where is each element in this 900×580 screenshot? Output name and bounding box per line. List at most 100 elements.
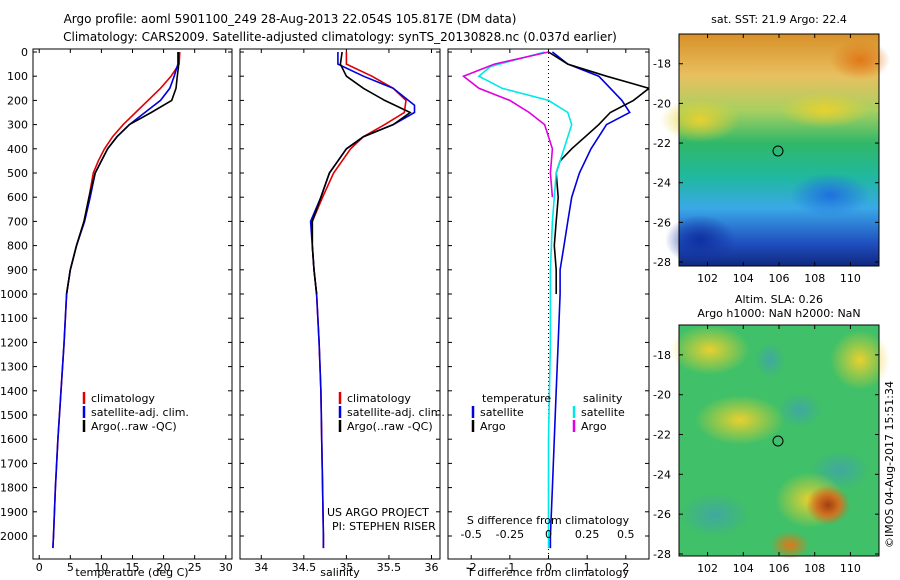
x-tick-label: 2 xyxy=(622,561,629,574)
depth-tick-label: 1700 xyxy=(0,457,28,470)
sla-map-title-line2: Argo h1000: NaN h2000: NaN xyxy=(697,307,860,320)
lon-tick-label: 106 xyxy=(769,272,790,285)
depth-tick-label: 1400 xyxy=(0,385,28,398)
salinity-legend: climatology satellite-adj. clim. Argo(..… xyxy=(338,392,445,433)
depth-axis: 0 100 200 300 400 500 600 700 800 900 1000 1100 1200… xyxy=(0,46,28,543)
legend-label-s-satellite: satellite xyxy=(581,406,625,419)
lat-tick-label: -22 xyxy=(653,137,671,150)
depth-tick-label: 1500 xyxy=(0,409,28,422)
sst-cool-patch xyxy=(665,215,735,265)
legend-label-t-argo: Argo xyxy=(480,420,506,433)
depth-tick-label: 1000 xyxy=(0,288,28,301)
salinity-series xyxy=(309,51,416,549)
depth-tick-label: 400 xyxy=(7,143,28,156)
depth-tick-label: 2000 xyxy=(0,530,28,543)
x-tick-label: 36 xyxy=(424,561,438,574)
series-line-temperature-argo xyxy=(548,51,649,294)
series-line-satellite-adj-clim- xyxy=(309,52,416,549)
lon-tick-label: 108 xyxy=(804,562,825,575)
x-tick-label: 5 xyxy=(67,561,74,574)
x-tick-label: -2 xyxy=(466,561,477,574)
series-line-argo-raw-qc- xyxy=(311,51,412,295)
lat-tick-label: -26 xyxy=(653,216,671,229)
x-tick-label: 15 xyxy=(126,561,140,574)
s-diff-tick-label: 0.25 xyxy=(575,528,600,541)
series-line-salinity-satellite xyxy=(477,51,573,549)
lat-tick-label: -20 xyxy=(653,97,671,110)
depth-tick-label: 1100 xyxy=(0,312,28,325)
x-tick-label: 30 xyxy=(219,561,233,574)
lon-tick-label: 104 xyxy=(733,562,754,575)
lon-tick-label: 106 xyxy=(769,562,790,575)
x-tick-label: 34 xyxy=(254,561,268,574)
sst-warm-patch xyxy=(780,92,870,128)
series-line-climatology xyxy=(52,51,181,549)
difference-xlabel: T difference from climatology xyxy=(466,566,629,579)
credit-pi: PI: STEPHEN RISER xyxy=(332,520,436,533)
temperature-legend: climatology satellite-adj. clim. Argo(..… xyxy=(82,392,189,433)
legend-heading-salinity: salinity xyxy=(583,392,623,405)
legend-label-satellite: satellite-adj. clim. xyxy=(347,406,445,419)
legend-label-argo: Argo(..raw -QC) xyxy=(91,420,177,433)
sst-cool-patch xyxy=(790,173,870,217)
lat-tick-label: -18 xyxy=(653,349,671,362)
difference-series xyxy=(461,51,649,549)
depth-tick-label: 900 xyxy=(7,264,28,277)
depth-tick-label: 200 xyxy=(7,94,28,107)
depth-tick-label: 1800 xyxy=(0,482,28,495)
depth-tick-label: 500 xyxy=(7,167,28,180)
series-line-salinity-argo xyxy=(461,51,554,198)
s-diff-tick-label: 0 xyxy=(545,528,552,541)
lon-tick-label: 110 xyxy=(840,562,861,575)
sla-map-axes: -18 -20 -22 -24 -26 -28 102 104 106 108 110 xyxy=(653,325,879,575)
sla-peak-patch xyxy=(806,485,850,525)
sla-high-patch xyxy=(670,325,750,375)
argo-location-marker xyxy=(772,145,784,157)
difference-legend: temperature salinity satellite Argo sate… xyxy=(471,392,625,433)
x-tick-label: -1 xyxy=(504,561,515,574)
legend-label-s-argo: Argo xyxy=(581,420,607,433)
lat-tick-label: -24 xyxy=(653,177,671,190)
x-tick-label: 1 xyxy=(584,561,591,574)
sla-map-title-line1: Altim. SLA: 0.26 xyxy=(735,293,823,306)
lat-tick-label: -18 xyxy=(653,58,671,71)
sla-high-patch xyxy=(830,330,890,390)
legend-label-t-satellite: satellite xyxy=(480,406,524,419)
series-line-argo-raw-qc- xyxy=(65,52,180,295)
lon-tick-label: 108 xyxy=(804,272,825,285)
lat-tick-label: -26 xyxy=(653,508,671,521)
legend-label-argo: Argo(..raw -QC) xyxy=(347,420,433,433)
depth-tick-label: 1300 xyxy=(0,361,28,374)
legend-label-satellite: satellite-adj. clim. xyxy=(91,406,189,419)
imos-timestamp: ©IMOS 04-Aug-2017 15:51:34 xyxy=(883,381,896,548)
legend-label-climatology: climatology xyxy=(347,392,411,405)
sla-low-patch xyxy=(778,392,822,428)
depth-tick-label: 0 xyxy=(21,46,28,59)
s-diff-tick-label: 0.5 xyxy=(617,528,635,541)
legend-label-climatology: climatology xyxy=(91,392,155,405)
lat-tick-label: -28 xyxy=(653,548,671,561)
series-line-climatology xyxy=(311,52,407,549)
temperature-series xyxy=(52,51,181,549)
sst-warm-patch xyxy=(830,40,890,80)
s-difference-tick-labels: -0.5 -0.25 0 0.25 0.5 xyxy=(460,528,634,541)
x-tick-label: 35 xyxy=(339,561,353,574)
series-line-satellite-adj-clim- xyxy=(52,52,179,549)
sla-low-patch xyxy=(680,493,750,537)
salinity-xlabel: salinity xyxy=(320,566,360,579)
temperature-panel-frame xyxy=(32,48,233,560)
difference-xlabel-top: S difference from climatology xyxy=(467,514,630,527)
x-tick-label: 25 xyxy=(188,561,202,574)
depth-tick-label: 100 xyxy=(7,70,28,83)
lat-tick-label: -28 xyxy=(653,256,671,269)
x-tick-label: 35.5 xyxy=(377,561,402,574)
sst-map-axes: -18 -20 -22 -24 -26 -28 102 104 106 108 110 xyxy=(653,34,879,285)
panel-ticks: 0 5 10 15 20 25 30 34 34.5 35 35.5 36 -2 -1 0 1 2 xyxy=(33,49,649,574)
sla-high-patch xyxy=(695,395,785,445)
depth-tick-label: 1200 xyxy=(0,336,28,349)
legend-heading-temperature: temperature xyxy=(482,392,551,405)
x-tick-label: 34.5 xyxy=(292,561,317,574)
argo-location-marker xyxy=(772,435,784,447)
x-tick-label: 20 xyxy=(157,561,171,574)
